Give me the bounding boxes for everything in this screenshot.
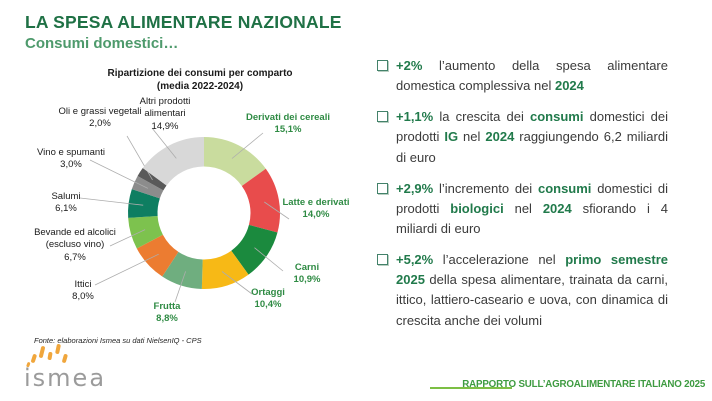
plain-text: domestici di prodotti (396, 180, 668, 216)
segment-label: Altri prodotti alimentari (139, 96, 191, 120)
segment-label-block: Vino e spumanti 3,0% (32, 147, 110, 172)
donut-slice-7 (128, 216, 163, 249)
segment-label-block: Ittici 8,0% (44, 279, 122, 304)
segment-value: 14,9% (151, 120, 179, 132)
highlighted-text: +1,1% (396, 109, 434, 125)
source-text: Fonte: elaborazioni Ismea su dati Nielse… (34, 336, 202, 345)
leader-line (231, 132, 264, 159)
segment-label-block: Bevande ed alcolici (escluso vino) 6,7% (23, 227, 127, 264)
highlighted-text: IG (444, 129, 459, 145)
plain-text: l’aumento della spesa alimentare domesti… (396, 58, 668, 94)
chart-title: Ripartizione dei consumi per comparto (107, 68, 293, 79)
segment-label-block: Oli e grassi vegetali 2,0% (54, 106, 146, 131)
segment-label: Ittici (74, 279, 92, 290)
leader-line (174, 271, 186, 303)
bullet-text: +5,2% l’accelerazione nel primo semestre… (396, 252, 668, 327)
donut-slice-9 (131, 176, 164, 199)
segment-label: Oli e grassi vegetali (58, 106, 142, 117)
segment-label-block: Latte e derivati 14,0% (277, 197, 355, 222)
page-subtitle: Consumi domestici… (25, 35, 179, 52)
plain-text: domestici dei prodotti (396, 109, 668, 145)
plain-text: della spesa alimentare, trainata da carn… (396, 272, 668, 328)
donut-slice-11 (142, 137, 204, 186)
segment-label-block: Altri prodotti alimentari 14,9% (118, 96, 212, 133)
donut-slice-6 (136, 234, 179, 277)
segment-label-block: Frutta 8,8% (128, 301, 206, 326)
donut-slice-4 (201, 250, 249, 290)
highlighted-text: 2024 (554, 78, 584, 94)
segment-label: Vino e spumanti (37, 147, 105, 158)
donut-slice-8 (128, 189, 160, 218)
checkbox-bullet-icon (377, 111, 388, 123)
plain-text: sfiorando i 4 miliardi di euro (396, 200, 668, 236)
segment-value: 8,8% (156, 313, 178, 325)
checkbox-bullet-icon (377, 182, 388, 194)
highlighted-text: +2,9% (396, 180, 434, 196)
plain-text: nel (458, 129, 486, 145)
segment-label-block: Salumi 6,1% (27, 191, 105, 216)
bullet-item-1: +2% l’aumento della spesa alimentare dom… (376, 56, 668, 96)
segment-label-block: Derivati dei cereali 15,1% (244, 112, 332, 137)
segment-label: Latte e derivati (282, 197, 350, 208)
ismea-logo: ismea (20, 344, 140, 396)
checkbox-bullet-icon (377, 254, 388, 266)
plain-text: l’incremento dei (433, 180, 538, 196)
segment-value: 3,0% (60, 159, 82, 171)
leader-line (126, 135, 153, 181)
segment-label: Frutta (153, 301, 181, 312)
segment-value: 6,1% (55, 203, 77, 215)
footer-divider-line (430, 387, 512, 389)
chart-subtitle: (media 2022-2024) (156, 81, 244, 93)
bullet-text: +2% l’aumento della spesa alimentare dom… (396, 58, 668, 93)
bullet-list: +2% l’aumento della spesa alimentare dom… (376, 56, 668, 342)
highlighted-text: 2024 (485, 129, 515, 145)
plain-text: l’accelerazione nel (433, 252, 566, 268)
segment-value: 10,4% (254, 299, 282, 311)
bullet-text: +2,9% l’incremento dei consumi domestici… (396, 181, 668, 236)
segment-value: 8,0% (72, 291, 94, 303)
highlighted-text: consumi (530, 109, 584, 125)
highlighted-text: consumi (537, 180, 592, 196)
segment-value: 6,7% (64, 251, 86, 263)
donut-slice-2 (241, 168, 281, 233)
segment-value: 15,1% (274, 124, 302, 136)
segment-label: Carni (294, 262, 320, 273)
donut-slice-10 (137, 168, 167, 191)
segment-label-block: Carni 10,9% (268, 262, 346, 287)
checkbox-bullet-icon (377, 60, 388, 71)
highlighted-text: primo semestre 2025 (396, 252, 668, 288)
bullet-item-2: +1,1% la crescita dei consumi domestici … (376, 107, 668, 167)
segment-label: Ortaggi (251, 287, 285, 298)
highlighted-text: biologici (450, 200, 504, 216)
segment-value: 14,0% (302, 209, 330, 221)
plain-text: raggiungendo 6,2 miliardi di euro (396, 129, 668, 165)
page-title: LA SPESA ALIMENTARE NAZIONALE (25, 12, 342, 32)
segment-value: 2,0% (89, 118, 111, 130)
bullet-item-4: +5,2% l’accelerazione nel primo semestre… (376, 250, 668, 331)
highlighted-text: +5,2% (396, 252, 434, 268)
ismea-logo-dots-icon (26, 344, 68, 368)
footer-report-title: RAPPORTO SULL’AGROALIMENTARE ITALIANO 20… (462, 378, 705, 390)
segment-label-block: Ortaggi 10,4% (229, 287, 307, 312)
highlighted-text: +2% (396, 58, 423, 73)
bullet-text: +1,1% la crescita dei consumi domestici … (396, 109, 668, 164)
plain-text: nel (503, 200, 543, 216)
bullet-item-3: +2,9% l’incremento dei consumi domestici… (376, 179, 668, 239)
segment-value: 10,9% (293, 274, 321, 286)
segment-label: Derivati dei cereali (246, 112, 330, 123)
segment-label: Bevande ed alcolici (escluso vino) (34, 227, 116, 251)
ismea-logo-text: ismea (24, 364, 107, 392)
chart-title-block: Ripartizione dei consumi per comparto (m… (94, 67, 306, 93)
donut-slice-1 (204, 137, 266, 186)
plain-text: la crescita dei (433, 109, 531, 125)
highlighted-text: 2024 (542, 200, 572, 216)
segment-label: Salumi (51, 191, 81, 202)
donut-slice-5 (162, 251, 203, 289)
